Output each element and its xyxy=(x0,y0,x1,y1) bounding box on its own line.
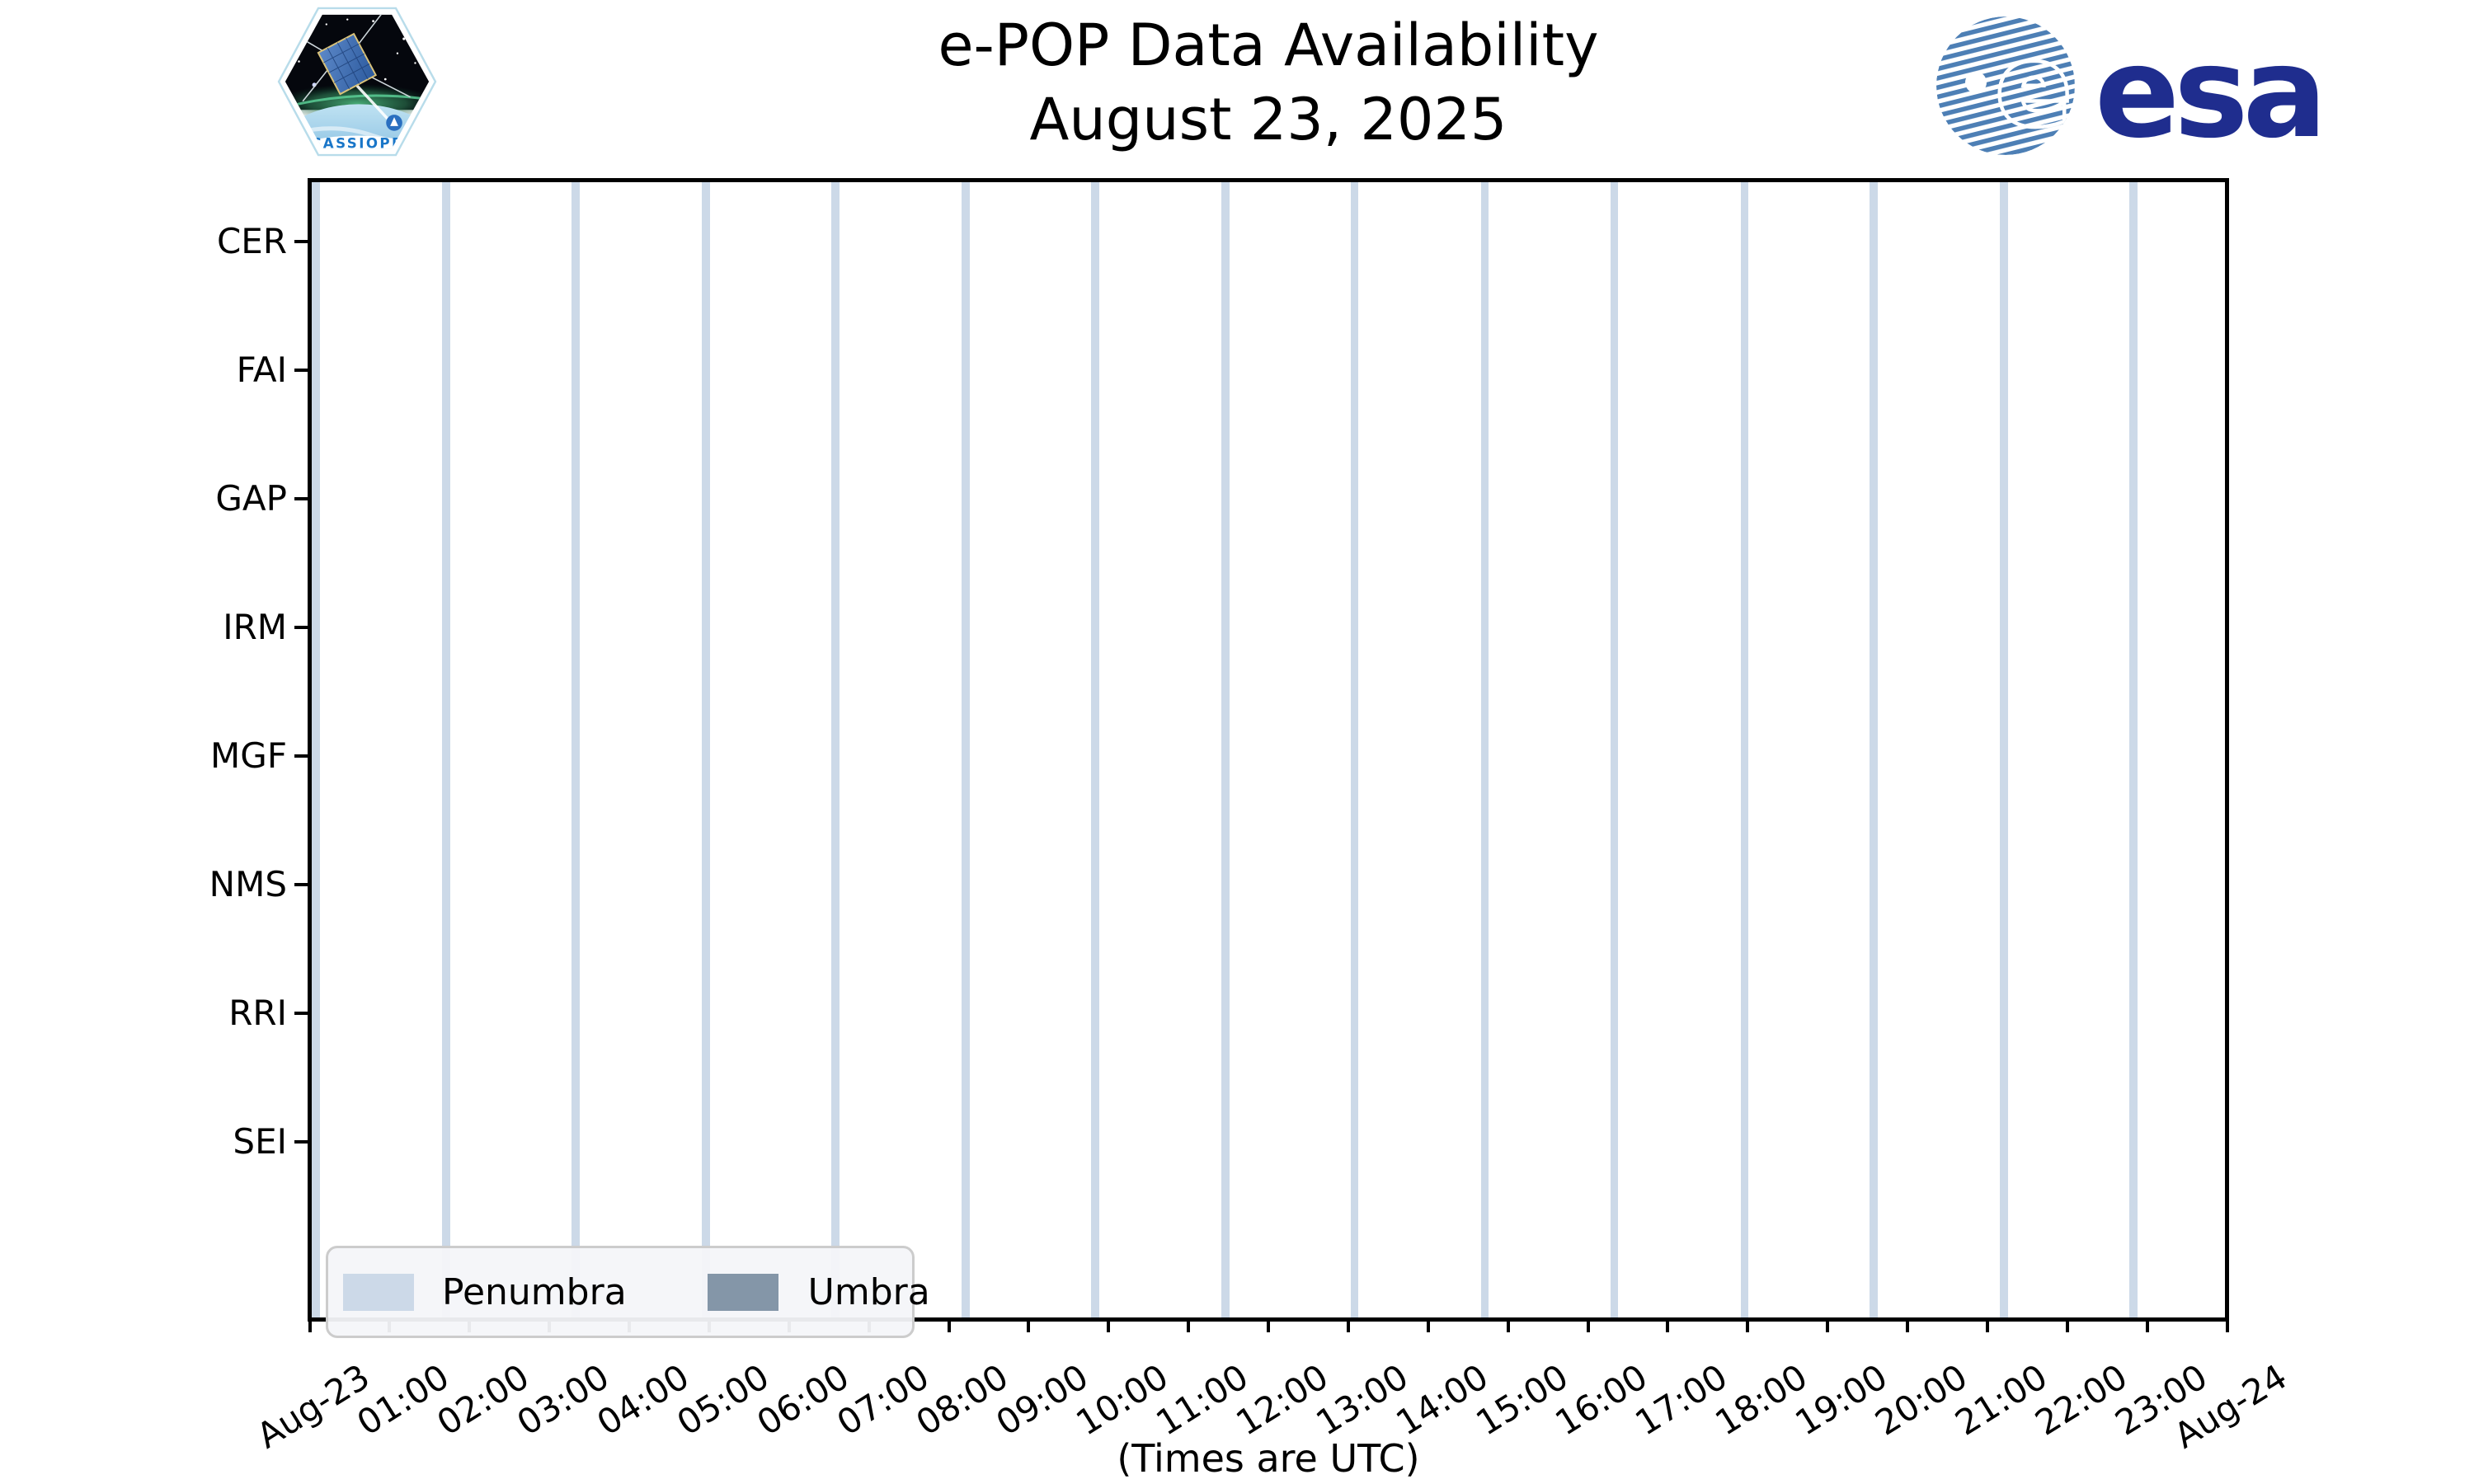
x-tick-label: 18:00 xyxy=(1708,1356,1815,1444)
y-tick xyxy=(294,626,308,629)
y-tick-label: CER xyxy=(216,221,287,261)
x-tick xyxy=(1346,1322,1350,1332)
y-tick-label: NMS xyxy=(209,864,287,904)
legend: Penumbra Umbra xyxy=(326,1246,930,1338)
x-tick-label: 12:00 xyxy=(1229,1356,1335,1444)
x-tick xyxy=(1666,1322,1670,1332)
plot-top-spine xyxy=(308,178,2229,182)
x-tick-label: 19:00 xyxy=(1788,1356,1895,1444)
penumbra-band xyxy=(1480,182,1489,1317)
y-tick-label: MGF xyxy=(210,735,287,776)
penumbra-legend-label: Penumbra xyxy=(442,1270,627,1313)
x-tick xyxy=(1985,1322,1989,1332)
penumbra-band xyxy=(702,182,710,1317)
x-tick-label: 14:00 xyxy=(1389,1356,1495,1444)
cassiope-patch-label: CASSIOPE xyxy=(311,135,403,151)
chart-title-block: e-POP Data Availability August 23, 2025 xyxy=(309,8,2227,157)
plot-bottom-spine xyxy=(308,1317,2229,1322)
chart-subtitle: August 23, 2025 xyxy=(1029,86,1507,153)
y-tick-label: IRM xyxy=(223,607,287,647)
x-tick xyxy=(1426,1322,1430,1332)
y-tick xyxy=(294,240,308,243)
x-tick-label: 16:00 xyxy=(1548,1356,1655,1444)
x-tick xyxy=(308,1322,312,1332)
x-tick-label: 05:00 xyxy=(670,1356,776,1444)
svg-text:e: e xyxy=(1997,23,2071,150)
y-tick xyxy=(294,369,308,372)
x-tick-label: 08:00 xyxy=(909,1356,1016,1444)
x-tick xyxy=(1187,1322,1191,1332)
penumbra-legend-swatch xyxy=(343,1273,414,1311)
x-axis-note: (Times are UTC) xyxy=(1117,1436,1420,1481)
x-tick xyxy=(1267,1322,1270,1332)
penumbra-band xyxy=(1870,182,1879,1317)
x-tick xyxy=(2145,1322,2149,1332)
x-tick-label: 09:00 xyxy=(989,1356,1096,1444)
penumbra-band xyxy=(1221,182,1230,1317)
x-tick-label: 06:00 xyxy=(750,1356,856,1444)
penumbra-band xyxy=(2129,182,2138,1317)
x-tick-label: 03:00 xyxy=(510,1356,617,1444)
y-tick xyxy=(294,883,308,886)
esa-globe-icon: e xyxy=(1936,16,2075,155)
y-tick xyxy=(294,1012,308,1015)
x-tick xyxy=(2065,1322,2069,1332)
x-tick xyxy=(947,1322,951,1332)
umbra-legend-swatch xyxy=(707,1273,778,1311)
cassiope-mission-patch-logo: CASSIOPE xyxy=(275,5,440,158)
y-tick-label: RRI xyxy=(228,993,287,1033)
x-tick xyxy=(1027,1322,1031,1332)
y-tick-label: SEI xyxy=(233,1121,287,1162)
x-tick-label: 22:00 xyxy=(2028,1356,2134,1444)
umbra-legend-label: Umbra xyxy=(807,1270,930,1313)
x-tick-label: 21:00 xyxy=(1948,1356,2054,1444)
penumbra-band xyxy=(442,182,450,1317)
y-tick xyxy=(294,754,308,758)
plot-right-spine xyxy=(2225,178,2229,1322)
x-tick-label: 15:00 xyxy=(1468,1356,1575,1444)
penumbra-band xyxy=(571,182,580,1317)
esa-wordmark: esa xyxy=(2095,20,2327,166)
y-tick xyxy=(294,497,308,500)
x-tick xyxy=(1906,1322,1909,1332)
x-tick-label: 11:00 xyxy=(1149,1356,1256,1444)
penumbra-band xyxy=(312,182,321,1317)
x-tick-label: 04:00 xyxy=(590,1356,696,1444)
x-tick-label: 02:00 xyxy=(430,1356,537,1444)
x-tick xyxy=(1506,1322,1510,1332)
x-tick-label: 07:00 xyxy=(829,1356,936,1444)
chart-title: e-POP Data Availability xyxy=(938,12,1599,79)
x-tick-label: 01:00 xyxy=(350,1356,457,1444)
penumbra-band xyxy=(2000,182,2009,1317)
cassiope-patch-icon: CASSIOPE xyxy=(277,7,437,157)
y-tick-label: GAP xyxy=(215,478,287,519)
penumbra-band xyxy=(1350,182,1359,1317)
y-tick-label: FAI xyxy=(236,350,287,390)
x-tick-label: 17:00 xyxy=(1628,1356,1735,1444)
x-tick-label: 13:00 xyxy=(1309,1356,1415,1444)
penumbra-band xyxy=(1610,182,1619,1317)
x-tick xyxy=(1746,1322,1750,1332)
penumbra-band xyxy=(831,182,840,1317)
esa-logo: e esa xyxy=(1933,12,2327,160)
penumbra-band xyxy=(1090,182,1099,1317)
x-tick xyxy=(2225,1322,2229,1332)
y-tick xyxy=(294,1140,308,1144)
x-tick xyxy=(1107,1322,1111,1332)
x-tick-label: 10:00 xyxy=(1069,1356,1176,1444)
x-tick xyxy=(1826,1322,1830,1332)
x-tick xyxy=(1586,1322,1590,1332)
x-tick-label: 20:00 xyxy=(1868,1356,1974,1444)
penumbra-band xyxy=(962,182,970,1317)
plot-left-spine xyxy=(308,178,312,1322)
penumbra-band xyxy=(1740,182,1749,1317)
